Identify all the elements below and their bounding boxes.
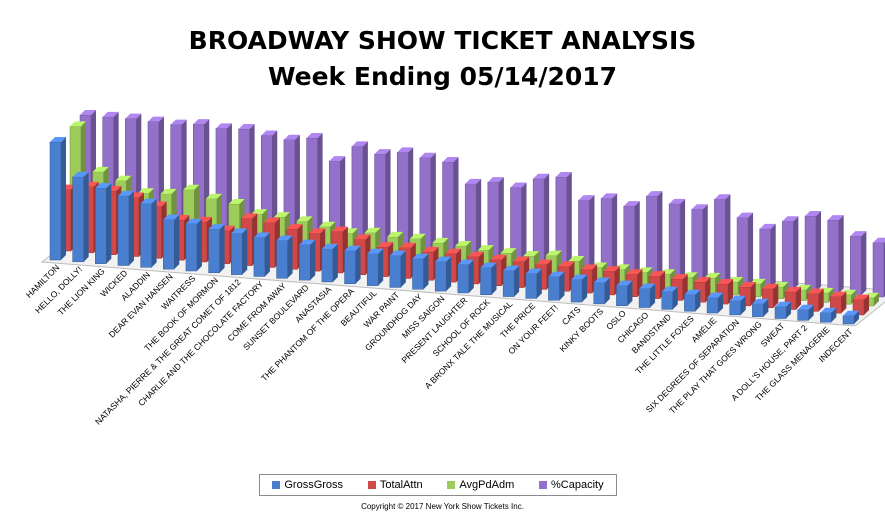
bar--capacity-20 xyxy=(532,173,550,270)
bar--capacity-12 xyxy=(351,141,368,256)
bar-grossgross-3 xyxy=(117,190,134,266)
bar-grossgross-16 xyxy=(412,253,429,290)
bar-grossgross-7 xyxy=(208,224,225,274)
bar--capacity-25 xyxy=(646,191,663,279)
bar--capacity-27 xyxy=(691,204,708,283)
bar--capacity-17 xyxy=(464,178,482,265)
legend-label: TotalAttn xyxy=(379,479,423,491)
legend-swatch xyxy=(539,481,547,489)
bar-grossgross-6 xyxy=(185,218,202,272)
bar-grossgross-29 xyxy=(706,292,724,314)
bar-grossgross-31 xyxy=(752,298,769,317)
legend-swatch xyxy=(447,481,456,489)
bar--capacity-29 xyxy=(736,212,754,287)
bar-grossgross-20 xyxy=(502,265,520,297)
bar-grossgross-15 xyxy=(389,250,406,288)
bar--capacity-21 xyxy=(555,172,572,272)
bar-grossgross-23 xyxy=(570,274,588,303)
category-label: KINKY BOOTS xyxy=(557,306,605,354)
bar--capacity-33 xyxy=(827,215,844,294)
bar-grossgross-26 xyxy=(638,283,656,308)
bar--capacity-35 xyxy=(872,237,885,298)
bar-grossgross-4 xyxy=(140,198,157,268)
chart-legend: GrossGross TotalAttn AvgPdAdm %Capacity xyxy=(259,474,617,496)
legend-label: %Capacity xyxy=(551,479,604,491)
bar-totalattn-32 xyxy=(784,286,802,310)
legend-swatch xyxy=(272,481,281,489)
bar-grossgross-19 xyxy=(480,262,497,295)
legend-label: GrossGross xyxy=(284,479,344,491)
bar-grossgross-22 xyxy=(548,271,565,301)
bar--capacity-32 xyxy=(804,210,822,292)
bar-grossgross-0 xyxy=(49,137,66,261)
copyright-notice: Copyright © 2017 New York Show Tickets I… xyxy=(361,502,524,511)
bar-grossgross-28 xyxy=(684,289,701,312)
bar-grossgross-17 xyxy=(434,256,452,292)
legend-item-avgpdadm: AvgPdAdm xyxy=(447,479,514,491)
bar-grossgross-33 xyxy=(797,304,814,321)
chart-title: BROADWAY SHOW TICKET ANALYSIS xyxy=(188,26,697,55)
legend-item-capacity: %Capacity xyxy=(539,479,604,491)
bar-grossgross-5 xyxy=(163,214,180,270)
bar-grossgross-32 xyxy=(774,301,792,319)
bar--capacity-26 xyxy=(668,198,686,281)
bar--capacity-31 xyxy=(782,216,799,290)
bar-grossgross-18 xyxy=(457,259,474,294)
bar--capacity-16 xyxy=(442,156,459,263)
bar-grossgross-8 xyxy=(231,228,248,275)
bar-grossgross-30 xyxy=(729,295,746,316)
bar-grossgross-25 xyxy=(616,280,633,306)
bar-grossgross-21 xyxy=(525,268,542,299)
bar-grossgross-13 xyxy=(344,245,361,285)
bar--capacity-10 xyxy=(306,133,323,252)
bar--capacity-28 xyxy=(714,194,731,285)
bar-grossgross-14 xyxy=(366,248,384,286)
bar-grossgross-24 xyxy=(593,277,610,305)
bar--capacity-23 xyxy=(600,193,618,276)
bar-grossgross-27 xyxy=(661,286,678,310)
bar-grossgross-2 xyxy=(95,183,112,264)
legend-item-grossgross: GrossGross xyxy=(272,479,343,491)
chart-subtitle: Week Ending 05/14/2017 xyxy=(267,62,618,91)
bar-totalattn-33 xyxy=(807,288,824,312)
bar-grossgross-35 xyxy=(842,310,859,325)
bar-totalattn-35 xyxy=(852,294,869,316)
legend-item-totalattn: TotalAttn xyxy=(367,479,423,491)
bar--capacity-34 xyxy=(850,231,867,296)
legend-swatch xyxy=(367,481,376,489)
bar-grossgross-12 xyxy=(321,243,338,283)
bar-totalattn-34 xyxy=(830,291,847,314)
bar--capacity-13 xyxy=(374,149,391,258)
bar-grossgross-34 xyxy=(820,307,837,323)
bar--capacity-30 xyxy=(759,223,776,289)
bar-grossgross-10 xyxy=(276,235,293,279)
legend-label: AvgPdAdm xyxy=(459,479,515,491)
bar-grossgross-11 xyxy=(298,239,316,281)
bar-grossgross-9 xyxy=(253,232,270,277)
bar-grossgross-1 xyxy=(72,171,89,263)
